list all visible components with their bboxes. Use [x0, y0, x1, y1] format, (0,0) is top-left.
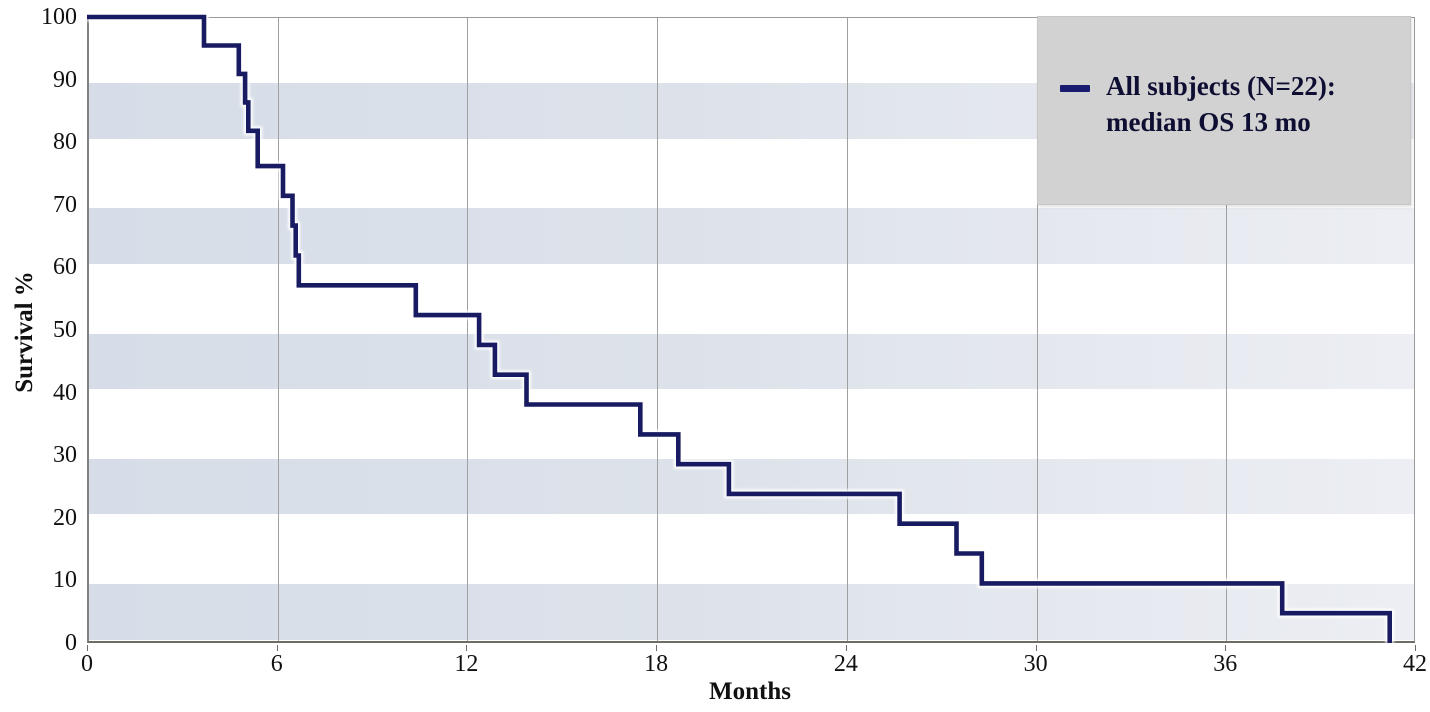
decade-band	[89, 333, 1414, 390]
x-tick-label: 12	[454, 651, 479, 677]
x-tick-mark	[1035, 645, 1037, 651]
x-tick-label: 18	[644, 651, 669, 677]
legend-label-line2: median OS 13 mo	[1106, 106, 1311, 137]
legend-label-line1: All subjects (N=22):	[1106, 71, 1336, 101]
y-tick-label: 40	[53, 379, 77, 406]
legend: All subjects (N=22): median OS 13 mo	[1037, 16, 1411, 205]
x-tick-mark	[656, 645, 658, 651]
x-tick-label: 24	[833, 651, 858, 677]
x-tick-mark	[276, 645, 278, 651]
x-tick-mark	[466, 645, 468, 651]
x-tick-label: 0	[81, 651, 93, 677]
decade-band	[89, 208, 1414, 264]
legend-line-marker	[1060, 85, 1090, 92]
y-tick-label: 10	[53, 567, 77, 594]
y-tick-label: 0	[65, 630, 77, 656]
x-tick-label: 42	[1403, 651, 1427, 677]
gridline	[846, 18, 848, 641]
x-tick-mark	[87, 645, 88, 651]
gridline	[467, 18, 469, 641]
decade-band	[89, 458, 1414, 515]
x-tick-mark	[845, 645, 847, 651]
x-tick-label: 6	[270, 651, 283, 677]
y-tick-label: 20	[53, 504, 77, 531]
y-tick-label: 100	[41, 4, 77, 30]
y-tick-label: 30	[53, 442, 77, 469]
gridline	[657, 18, 659, 641]
y-tick-label: 50	[53, 317, 77, 343]
y-axis-title: Survival %	[11, 271, 38, 393]
x-axis-title: Months	[709, 678, 791, 705]
legend-label: All subjects (N=22): median OS 13 mo	[1106, 69, 1406, 140]
y-tick-label: 60	[53, 254, 77, 281]
y-tick-label: 90	[53, 66, 77, 93]
gridline	[277, 18, 279, 641]
x-tick-mark	[1415, 645, 1416, 651]
y-tick-label: 70	[53, 191, 77, 218]
x-tick-label: 30	[1023, 651, 1048, 677]
x-tick-mark	[1225, 645, 1227, 651]
y-tick-label: 80	[53, 129, 77, 156]
x-tick-label: 36	[1213, 651, 1238, 677]
decade-band	[89, 583, 1414, 640]
